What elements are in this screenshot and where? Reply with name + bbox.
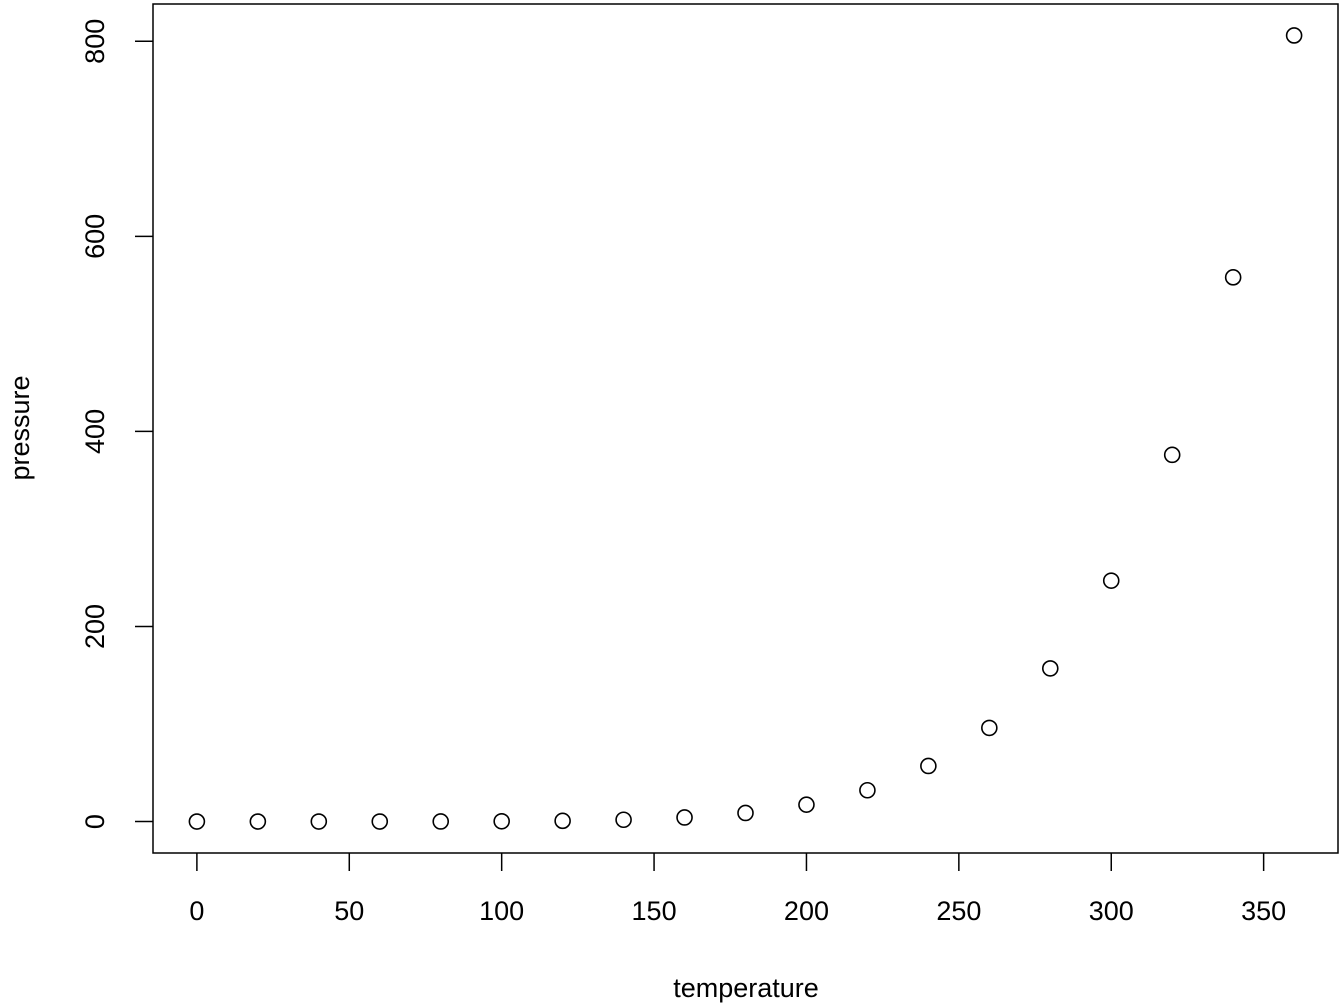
point — [981, 719, 998, 737]
point — [249, 813, 267, 830]
point — [920, 757, 937, 775]
y-tick-label: 0 — [80, 814, 110, 829]
y-axis-title: pressure — [5, 375, 35, 480]
x-tick-label: 50 — [334, 896, 364, 926]
point — [310, 813, 328, 830]
point — [371, 813, 389, 830]
point — [1224, 269, 1242, 286]
x-tick-label: 350 — [1241, 896, 1286, 926]
x-tick-label: 300 — [1089, 896, 1134, 926]
point — [798, 796, 815, 813]
y-tick-label: 800 — [80, 19, 110, 64]
point — [737, 804, 754, 822]
point — [493, 812, 510, 830]
point — [1163, 446, 1181, 464]
plot-frame — [152, 3, 1339, 854]
point — [1041, 660, 1059, 677]
x-axis-title: temperature — [673, 973, 819, 1003]
x-tick-label: 250 — [936, 896, 981, 926]
y-tick-label: 400 — [80, 409, 110, 454]
point — [554, 812, 571, 830]
point — [1102, 572, 1120, 589]
point — [615, 811, 632, 829]
x-tick-label: 150 — [632, 896, 677, 926]
point — [1285, 27, 1303, 44]
point — [188, 813, 206, 830]
point — [432, 813, 450, 830]
x-tick-label: 0 — [189, 896, 204, 926]
y-tick-label: 200 — [80, 604, 110, 649]
x-tick-label: 100 — [479, 896, 524, 926]
y-tick-label: 600 — [80, 214, 110, 259]
point — [859, 781, 876, 799]
point — [676, 809, 693, 826]
x-tick-label: 200 — [784, 896, 829, 926]
